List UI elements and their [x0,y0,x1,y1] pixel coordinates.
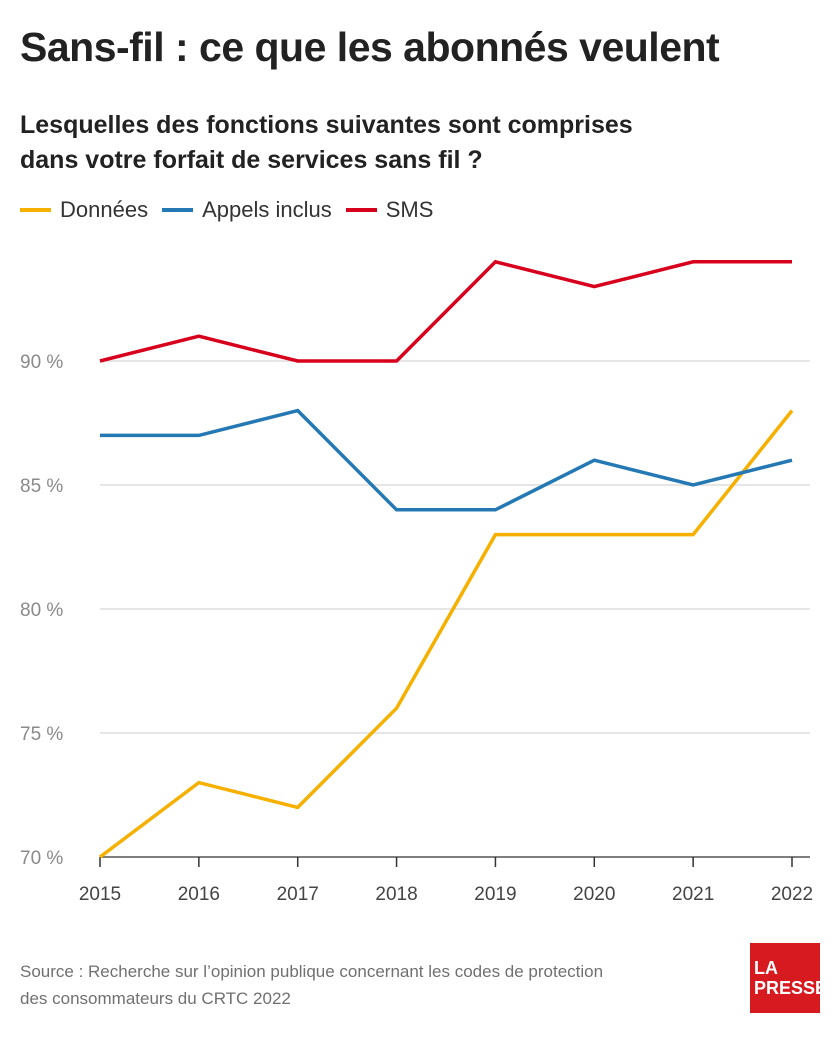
chart-subtitle: Lesquelles des fonctions suivantes sont … [20,108,700,178]
x-tick-label: 2017 [277,884,319,905]
logo-text-la: LA [754,958,778,978]
x-tick-label: 2022 [771,884,813,905]
source-line-1: Source : Recherche sur l’opinion publiqu… [20,962,604,981]
legend-item-donnees: Données [20,197,148,223]
x-tick-label: 2021 [672,884,714,905]
la-presse-logo: LA PRESSE [750,943,828,1013]
line-chart: 70 % 75 % 80 % 85 % 90 % 2015 2016 2017 2018 2019… [20,259,813,905]
legend-swatch-appels [162,208,194,212]
source-note: Source : Recherche sur l’opinion publiqu… [20,958,710,1012]
legend-swatch-sms [345,208,377,212]
subtitle-line-2: dans votre forfait de services sans fil … [20,146,483,174]
series-line [98,409,794,859]
y-tick-label: 75 % [20,724,63,745]
x-tick-label: 2015 [79,884,121,905]
legend: Données Appels inclus SMS [20,197,447,223]
x-tick-label: 2018 [375,884,417,905]
legend-item-sms: SMS [345,197,434,223]
x-tick-label: 2020 [573,884,615,905]
logo-text-presse: PRESSE [754,978,828,998]
legend-item-appels: Appels inclus [162,197,332,223]
x-tick-label: 2019 [474,884,516,905]
legend-label-donnees: Données [60,197,149,222]
y-tick-label: 90 % [20,352,63,373]
y-tick-label: 85 % [20,476,63,497]
chart-title: Sans-fil : ce que les abonnés veulent [20,24,720,70]
x-tick-label: 2016 [178,884,220,905]
legend-label-sms: SMS [385,197,434,222]
legend-swatch-donnees [20,208,51,212]
y-tick-label: 80 % [20,600,63,621]
legend-label-appels: Appels inclus [202,197,332,222]
subtitle-line-1: Lesquelles des fonctions suivantes sont … [20,111,633,139]
y-tick-label: 70 % [20,848,63,869]
source-line-2: des consommateurs du CRTC 2022 [20,989,291,1008]
series-line [100,408,793,512]
series-line [99,259,792,363]
